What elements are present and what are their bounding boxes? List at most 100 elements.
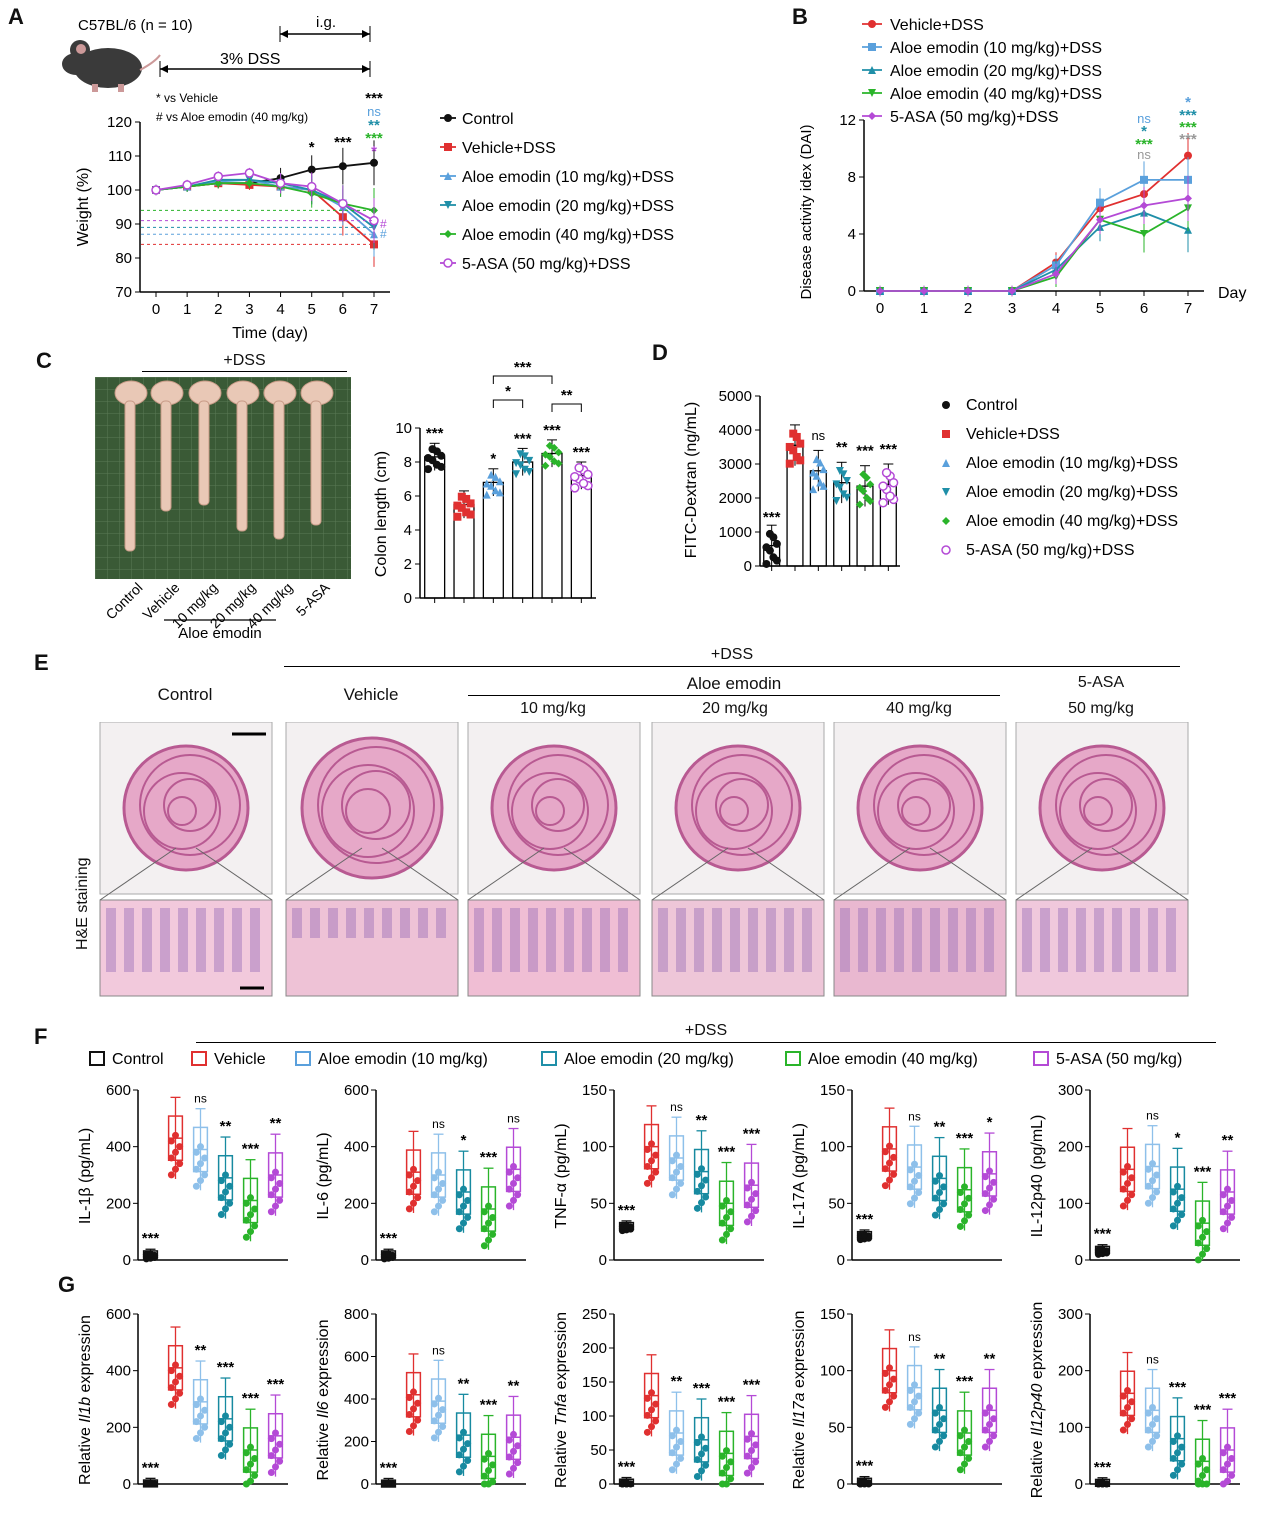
data-point [981, 1207, 989, 1215]
data-point [748, 1430, 755, 1438]
panel-label-b: B [792, 4, 808, 29]
sig-label: ** [671, 1373, 683, 1390]
he-zoom-crypt [676, 908, 686, 972]
legend-marker [444, 143, 452, 151]
data-point [698, 1433, 705, 1441]
sig-label: ns [194, 1092, 207, 1106]
data-point [247, 1477, 254, 1485]
data-point [881, 1403, 889, 1411]
panel-a-legend: Control Vehicle+DSS Aloe emodin (10 mg/kg)… [440, 111, 674, 273]
data-point [623, 1222, 630, 1230]
sig-label: *** [1179, 131, 1197, 148]
data-point [489, 1478, 497, 1486]
data-point [489, 1461, 497, 1469]
data-point [911, 1415, 918, 1423]
sig-label: *** [718, 1144, 736, 1161]
data-point [414, 1177, 422, 1185]
data-point [832, 480, 841, 489]
data-point [480, 1242, 488, 1250]
data-point [842, 477, 851, 486]
data-point [890, 1392, 898, 1400]
data-point [512, 470, 521, 479]
data-point [197, 1395, 204, 1403]
he-aloe-line [468, 695, 1000, 696]
y-tick-label: 50 [590, 1442, 607, 1459]
data-point [217, 1194, 225, 1202]
y-tick-label: 0 [123, 1476, 131, 1493]
y-tick-label: 150 [820, 1082, 845, 1099]
panel-b-legend: Vehicle+DSS Aloe emodin (10 mg/kg)+DSS Alo… [862, 17, 1102, 126]
data-point [1178, 1460, 1186, 1468]
data-point [242, 1233, 250, 1241]
data-point [915, 1409, 923, 1417]
sig-label: *** [618, 1459, 636, 1476]
legend-entry: Vehicle+DSS [966, 426, 1060, 443]
bracket [492, 375, 553, 384]
data-point [410, 1199, 417, 1207]
y-axis-title: IL-6 (pg/mL) [315, 1132, 332, 1219]
data-point [1124, 1403, 1131, 1411]
x-tick-label: 3 [1008, 300, 1016, 317]
he-slice-tissue [300, 736, 444, 880]
y-tick-label: 150 [582, 1082, 607, 1099]
legend-marker [868, 43, 876, 51]
he-zoom-crypt [382, 908, 392, 938]
data-point [485, 1202, 492, 1210]
data-point [866, 480, 875, 489]
data-point [1144, 1182, 1152, 1190]
he-zoom-frame [285, 899, 459, 997]
data-point [455, 1451, 463, 1459]
data-point [550, 457, 559, 466]
data-point [520, 452, 529, 461]
data-point [752, 1190, 760, 1198]
data-point [673, 1426, 680, 1434]
y-axis-title-part: Relative [791, 1427, 808, 1489]
data-point [861, 1477, 868, 1485]
data-point [1149, 1177, 1156, 1185]
legend-marker [444, 114, 452, 122]
data-point [466, 510, 475, 519]
data-point [242, 1449, 250, 1457]
legend-marker [942, 401, 950, 409]
x-tick-label: 0 [876, 300, 884, 317]
data-point [583, 469, 593, 480]
data-point [1169, 1222, 1177, 1230]
he-zoom-crypt [546, 908, 556, 972]
data-point [410, 1165, 417, 1173]
data-point [525, 468, 534, 477]
sig-label: ** [195, 1342, 207, 1359]
data-point [785, 459, 794, 468]
legend-entry: Aloe emodin (20 mg/kg)+DSS [890, 63, 1102, 80]
legend-entry: 5-ASA (50 mg/kg) [1056, 1051, 1182, 1068]
data-point [915, 1392, 923, 1400]
he-zoom-crypt [600, 908, 610, 972]
y-tick-label: 12 [839, 112, 856, 129]
data-point [307, 165, 316, 174]
y-tick-label: 200 [344, 1195, 369, 1212]
he-slice-tissue [122, 744, 250, 872]
data-point [176, 1389, 184, 1397]
he-zoom-crypt [196, 908, 206, 972]
zoom-guide [563, 847, 641, 901]
data-point [702, 1444, 710, 1452]
data-point [702, 1461, 710, 1469]
data-point [990, 1415, 998, 1423]
y-axis-title: Relative Il1b expression [77, 1315, 94, 1485]
sig-label: ns [367, 104, 381, 119]
data-point [192, 1401, 200, 1409]
bar [570, 474, 592, 599]
data-point [668, 1191, 676, 1199]
data-point [698, 1182, 705, 1190]
he-zoom-crypt [948, 908, 958, 972]
data-point [1124, 1196, 1131, 1204]
he-slice-ring [511, 772, 589, 850]
he-zoom-crypt [364, 908, 374, 938]
data-point [267, 1208, 275, 1216]
data-point [1199, 1216, 1206, 1224]
data-point [510, 1196, 517, 1204]
data-point [520, 465, 529, 474]
panel-c-group-labels: Control Vehicle 10 mg/kg 20 mg/kg 40 mg/… [102, 580, 333, 642]
data-point [956, 1449, 964, 1457]
